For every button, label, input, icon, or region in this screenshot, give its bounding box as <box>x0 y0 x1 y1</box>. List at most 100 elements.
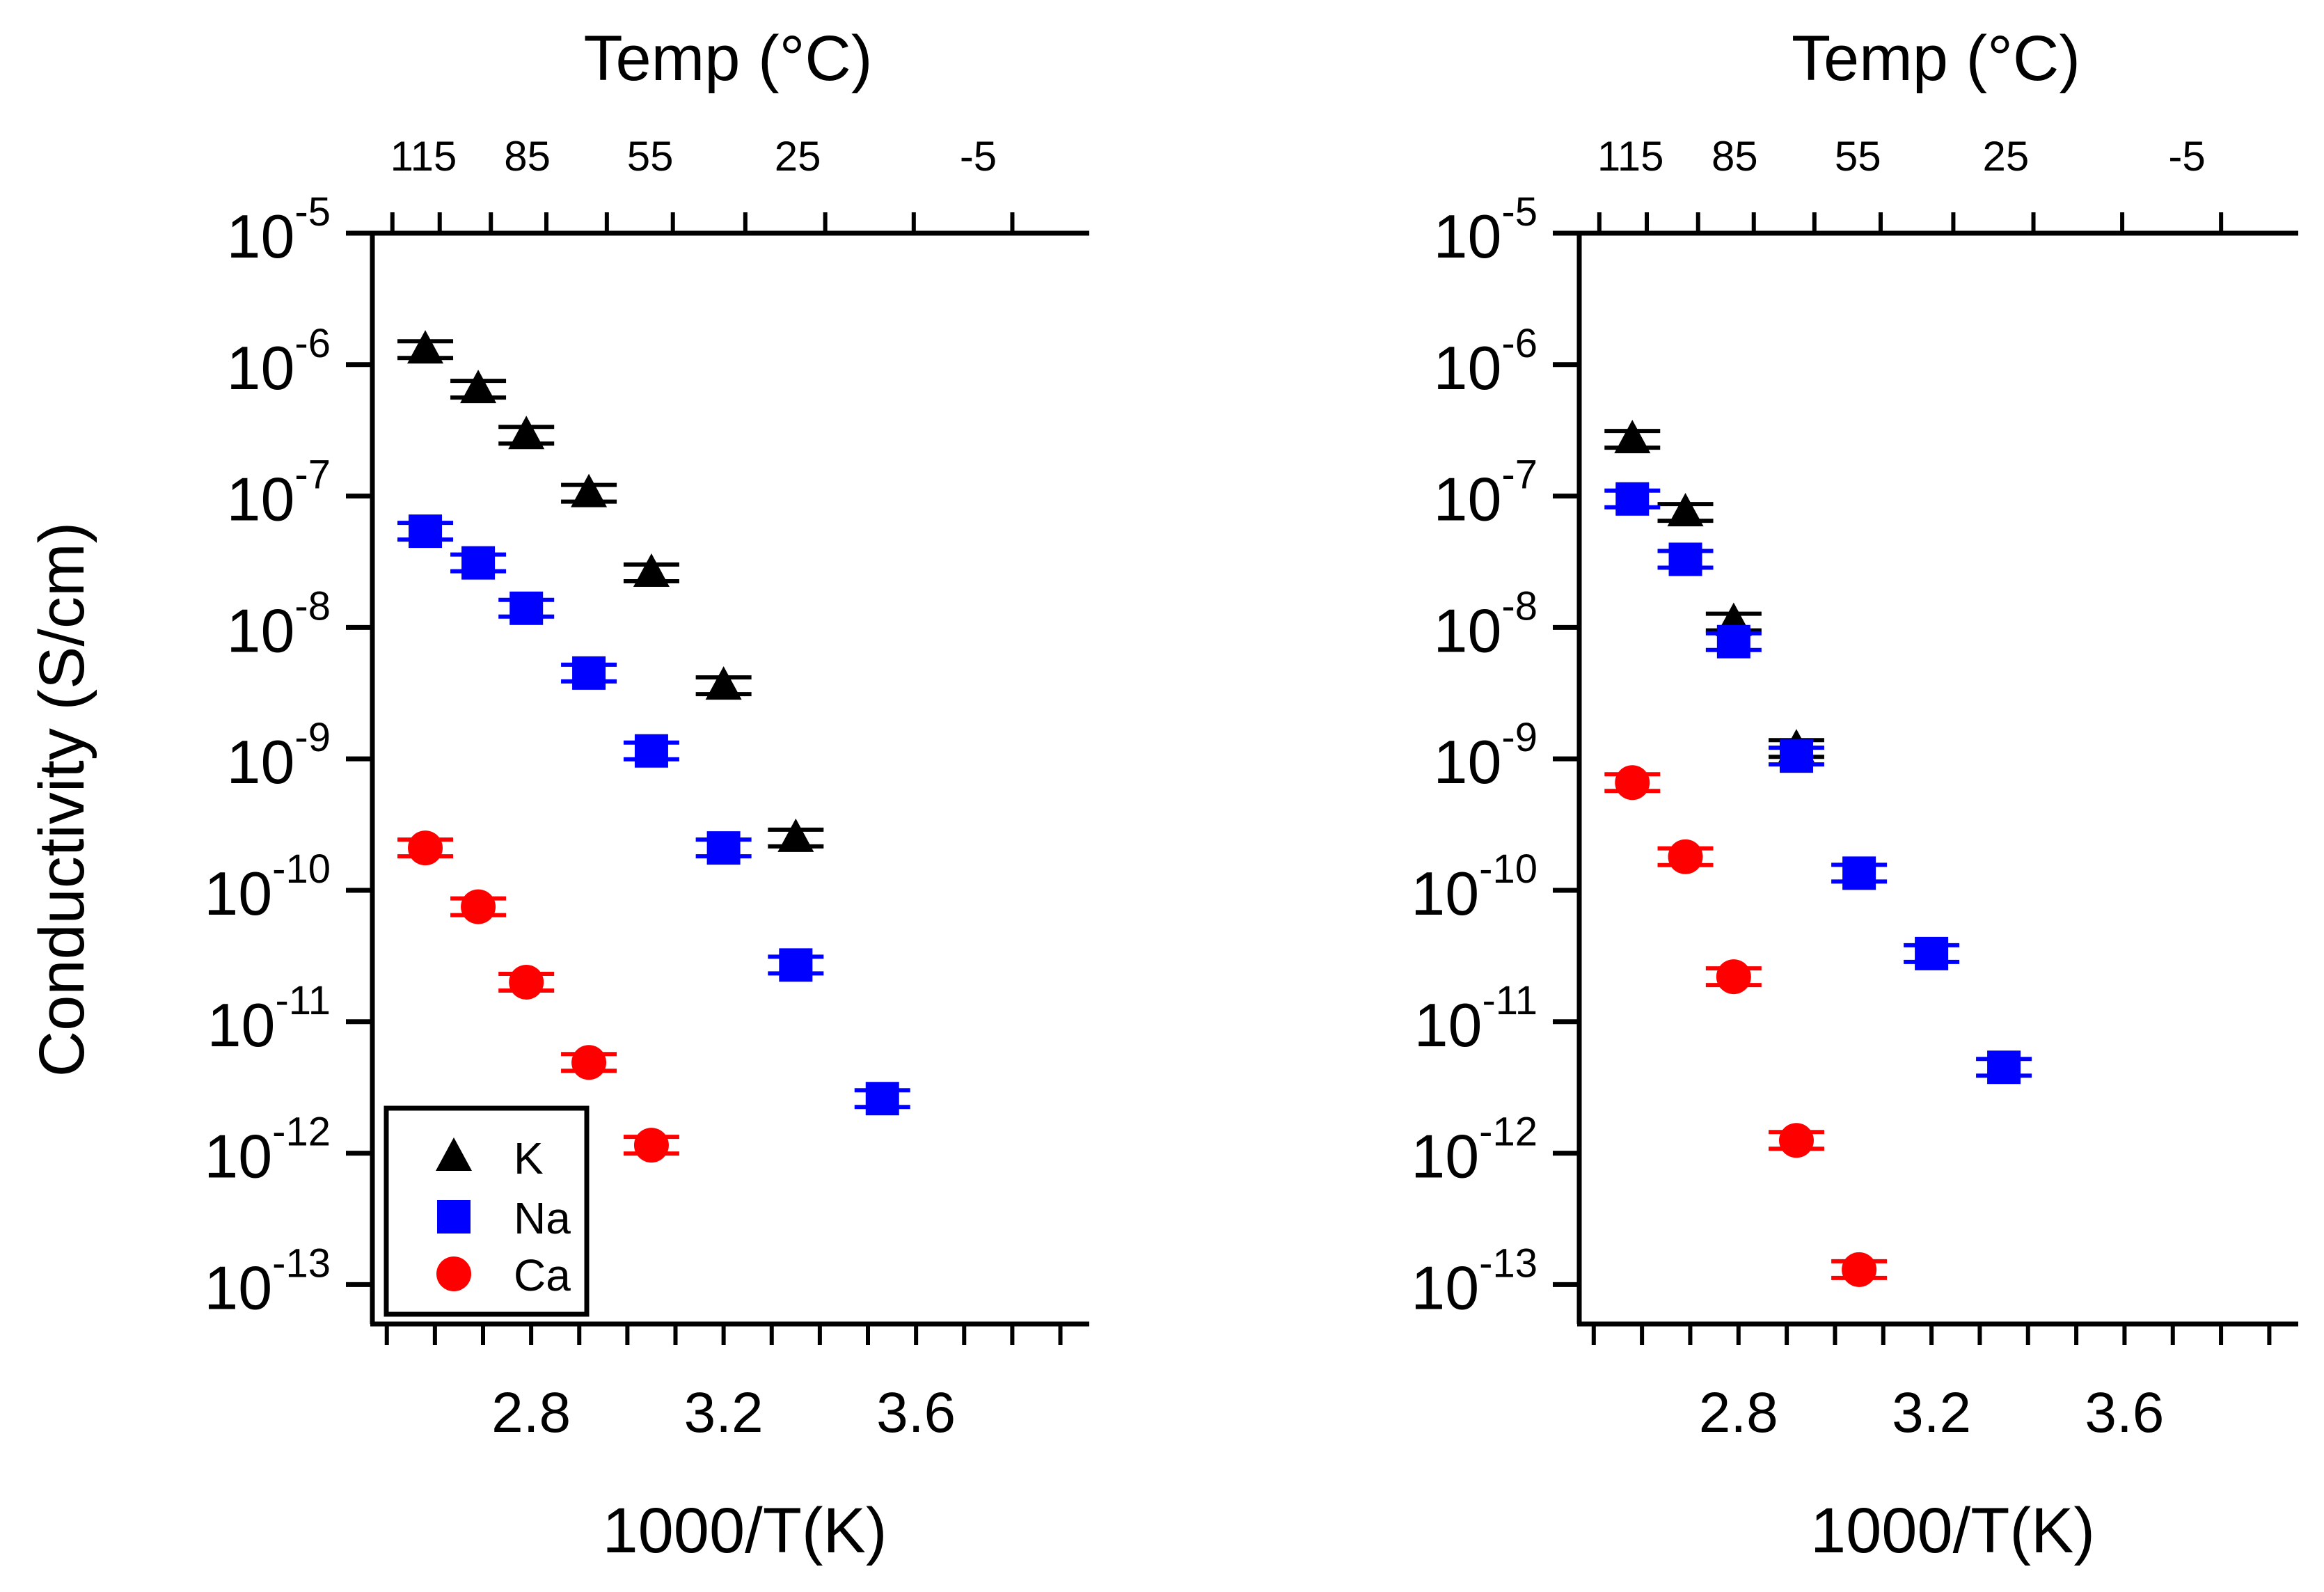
chart-panel-right: 2.8 3.2 3.6 1000/T(K) 115 85 55 25 -5 Temp (°C) 10… <box>1411 23 2298 1566</box>
marker-triangle <box>705 666 742 700</box>
series-na <box>397 514 910 1116</box>
y-tick-label: 10-10 <box>204 846 331 928</box>
x-tick-label: 2.8 <box>1699 1381 1778 1444</box>
data-point-k <box>397 330 454 364</box>
top-tick-label: 55 <box>1835 133 1881 180</box>
y-tick-label: 10-11 <box>207 978 331 1059</box>
y-tick-label-base: 10 <box>227 596 295 665</box>
data-point-na <box>768 948 824 982</box>
marker-square <box>634 734 668 768</box>
data-point-k <box>1604 420 1661 454</box>
series-na <box>1604 482 2032 1085</box>
marker-square <box>1668 542 1702 576</box>
y-tick-label-base: 10 <box>227 727 295 796</box>
y-tick-label-exponent: -6 <box>294 321 331 366</box>
y-tick-label: 10-6 <box>1434 321 1538 402</box>
top-tick-label: 115 <box>390 133 457 180</box>
series-k <box>1604 420 1824 763</box>
data-point-k <box>768 818 824 852</box>
y-tick-label-base: 10 <box>227 333 295 402</box>
data-point-ca <box>623 1128 679 1163</box>
y-tick-label: 10-7 <box>1434 452 1538 534</box>
marker-circle <box>571 1045 607 1080</box>
legend-label: K <box>514 1133 544 1183</box>
y-tick-label-base: 10 <box>204 1122 272 1191</box>
y-tick-label: 10-9 <box>1434 715 1538 796</box>
data-point-na <box>450 546 507 580</box>
marker-triangle <box>460 370 497 404</box>
y-tick-label-base: 10 <box>1434 596 1502 665</box>
marker-circle <box>461 889 496 924</box>
top-axis-title: Temp (°C) <box>583 23 872 94</box>
data-point-na <box>1904 936 1960 970</box>
data-point-k <box>695 666 752 700</box>
y-tick-label-base: 10 <box>204 859 272 928</box>
y-tick-label: 10-9 <box>227 715 331 796</box>
data-point-ca <box>450 889 507 924</box>
data-point-ca <box>397 830 454 866</box>
y-axis-title: Conductivity (S/cm) <box>26 522 97 1078</box>
marker-square <box>1779 739 1813 773</box>
data-point-na <box>695 831 752 865</box>
x-tick-label: 3.2 <box>684 1381 764 1444</box>
marker-square <box>461 546 496 580</box>
marker-triangle <box>571 473 608 507</box>
marker-circle <box>436 1256 471 1291</box>
y-tick-label-exponent: -9 <box>294 715 331 760</box>
y-tick-label-base: 10 <box>1414 991 1483 1059</box>
series-k <box>397 330 824 852</box>
top-tick-label: 85 <box>1712 133 1758 180</box>
marker-triangle <box>407 330 444 364</box>
x-tick-label: 3.6 <box>2085 1381 2164 1444</box>
y-tick-label: 10-11 <box>1414 978 1538 1059</box>
series-ca <box>1604 765 1888 1287</box>
data-point-na <box>623 734 679 768</box>
y-tick-label-base: 10 <box>1411 1253 1479 1322</box>
legend: K Na Ca <box>384 1105 590 1317</box>
marker-square <box>779 948 813 982</box>
y-tick-label: 10-5 <box>227 189 331 271</box>
y-tick-label-exponent: -10 <box>272 846 331 892</box>
marker-triangle <box>1667 493 1704 527</box>
data-point-ca <box>1657 839 1714 874</box>
top-tick-label: 55 <box>627 133 674 180</box>
x-axis-title: 1000/T(K) <box>1810 1495 2095 1566</box>
data-point-ca <box>561 1045 617 1080</box>
y-tick-label: 10-5 <box>1434 189 1538 271</box>
y-tick-label-base: 10 <box>227 465 295 534</box>
data-point-ca <box>1768 1123 1824 1158</box>
marker-circle <box>1778 1123 1814 1158</box>
data-point-k <box>1657 493 1714 527</box>
marker-triangle <box>436 1137 472 1171</box>
data-point-na <box>561 656 617 690</box>
top-tick-label: 85 <box>504 133 551 180</box>
x-tick-label: 3.6 <box>876 1381 956 1444</box>
y-tick-label-exponent: -5 <box>294 189 331 235</box>
data-point-na <box>397 514 454 549</box>
data-point-k <box>561 473 617 507</box>
top-tick-label: 25 <box>775 133 821 180</box>
marker-circle <box>408 830 443 866</box>
y-tick-label-exponent: -7 <box>1501 452 1538 498</box>
data-point-na <box>1831 856 1888 890</box>
y-tick-label-base: 10 <box>1434 333 1502 402</box>
y-tick-label-exponent: -8 <box>1501 583 1538 629</box>
data-point-na <box>1768 739 1824 773</box>
y-tick-label-base: 10 <box>1434 465 1502 534</box>
marker-circle <box>1668 839 1703 874</box>
top-tick-label: -5 <box>2168 133 2205 180</box>
marker-triangle <box>633 553 670 588</box>
y-tick-label-exponent: -11 <box>1482 978 1538 1023</box>
y-tick-label: 10-8 <box>1434 583 1538 665</box>
data-point-na <box>498 591 555 625</box>
y-tick-label-base: 10 <box>1434 202 1502 271</box>
y-tick-label: 10-13 <box>204 1240 331 1322</box>
y-tick-label: 10-7 <box>227 452 331 534</box>
y-tick-label-base: 10 <box>1411 859 1479 928</box>
marker-square <box>706 831 741 865</box>
legend-label: Ca <box>514 1250 571 1300</box>
marker-triangle <box>1614 420 1651 454</box>
data-point-ca <box>498 964 555 1000</box>
data-point-k <box>623 553 679 588</box>
